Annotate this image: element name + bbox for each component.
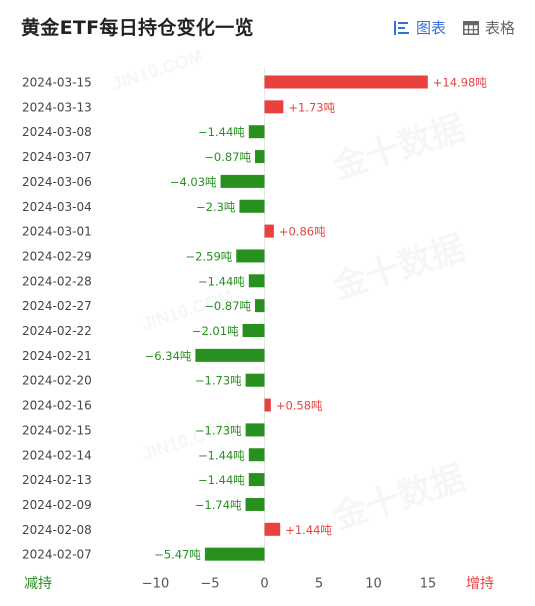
category-label: 2024-02-27 [22, 299, 92, 313]
table-icon [463, 20, 479, 35]
bar-list-icon [394, 20, 409, 35]
category-label: 2024-02-13 [22, 473, 92, 487]
category-label: 2024-02-20 [22, 374, 92, 388]
bar [242, 324, 265, 337]
data-label: −1.44吨 [198, 274, 245, 288]
data-label: −1.44吨 [198, 473, 245, 487]
bar [236, 249, 265, 263]
bar [204, 547, 265, 561]
tab-chart[interactable]: 图表 [394, 17, 446, 38]
decrease-legend-label: 减持 [24, 576, 52, 592]
data-label: −1.73吨 [195, 423, 242, 437]
bar [239, 199, 265, 213]
data-label: −2.3吨 [196, 200, 236, 214]
bar [264, 100, 284, 114]
bar [255, 299, 265, 313]
category-label: 2024-03-01 [22, 225, 92, 239]
category-label: 2024-02-29 [22, 249, 92, 263]
category-label: 2024-03-13 [22, 100, 92, 114]
x-tick-label: 10 [365, 577, 382, 592]
chart-header: 黄金ETF每日持仓变化一览 图表 表格 [0, 0, 535, 56]
bar [264, 398, 271, 412]
bar [248, 448, 265, 462]
category-label: 2024-02-16 [22, 399, 92, 413]
category-label: 2024-02-07 [22, 548, 92, 562]
bar [264, 522, 281, 536]
category-label: 2024-03-04 [22, 200, 92, 214]
data-label: +1.44吨 [285, 523, 332, 537]
bar [248, 125, 265, 139]
x-tick-label: −5 [200, 577, 219, 592]
data-label: −5.47吨 [154, 548, 201, 562]
category-label: 2024-02-08 [22, 523, 92, 537]
data-label: −2.01吨 [192, 324, 239, 338]
data-label: +0.86吨 [279, 225, 326, 239]
category-label: 2024-02-22 [22, 324, 92, 338]
bar [248, 473, 265, 487]
bar [195, 348, 265, 362]
x-tick-label: 5 [315, 577, 323, 592]
bar [264, 75, 428, 89]
bar [245, 373, 265, 387]
increase-legend-label: 增持 [466, 576, 494, 592]
holdings-change-chart: 2024-03-15 +14.98吨 2024-03-13 +1.73吨 2024-03… [22, 68, 494, 592]
x-tick-label: 15 [420, 577, 437, 592]
data-label: −1.73吨 [195, 374, 242, 388]
category-label: 2024-02-09 [22, 498, 92, 512]
tab-table-label: 表格 [485, 19, 516, 37]
tab-chart-label: 图表 [416, 19, 447, 37]
data-label: −1.44吨 [198, 448, 245, 462]
page-title: 黄金ETF每日持仓变化一览 [21, 17, 254, 39]
category-label: 2024-03-07 [22, 150, 92, 164]
category-label: 2024-02-14 [22, 448, 92, 462]
x-tick-label: 0 [260, 577, 268, 592]
tab-table[interactable]: 表格 [463, 17, 515, 38]
data-label: −4.03吨 [170, 175, 217, 189]
data-label: −0.87吨 [204, 299, 251, 313]
bar [264, 224, 274, 238]
category-label: 2024-02-28 [22, 274, 92, 288]
data-label: −1.44吨 [198, 125, 245, 139]
category-label: 2024-03-06 [22, 175, 92, 189]
category-label: 2024-02-21 [22, 349, 92, 363]
category-label: 2024-03-08 [22, 125, 92, 139]
category-label: 2024-02-15 [22, 423, 92, 437]
bar [248, 274, 265, 288]
data-label: +14.98吨 [433, 76, 488, 90]
data-label: +1.73吨 [288, 100, 335, 114]
data-label: −0.87吨 [204, 150, 251, 164]
bar [255, 150, 265, 164]
bar [220, 174, 265, 188]
data-label: −2.59吨 [186, 249, 233, 263]
bar [245, 423, 265, 437]
category-label: 2024-03-15 [22, 76, 92, 90]
data-label: −1.74吨 [195, 498, 242, 512]
data-label: +0.58吨 [276, 399, 323, 413]
data-label: −6.34吨 [145, 349, 192, 363]
bar [245, 497, 265, 511]
x-tick-label: −10 [142, 577, 169, 592]
